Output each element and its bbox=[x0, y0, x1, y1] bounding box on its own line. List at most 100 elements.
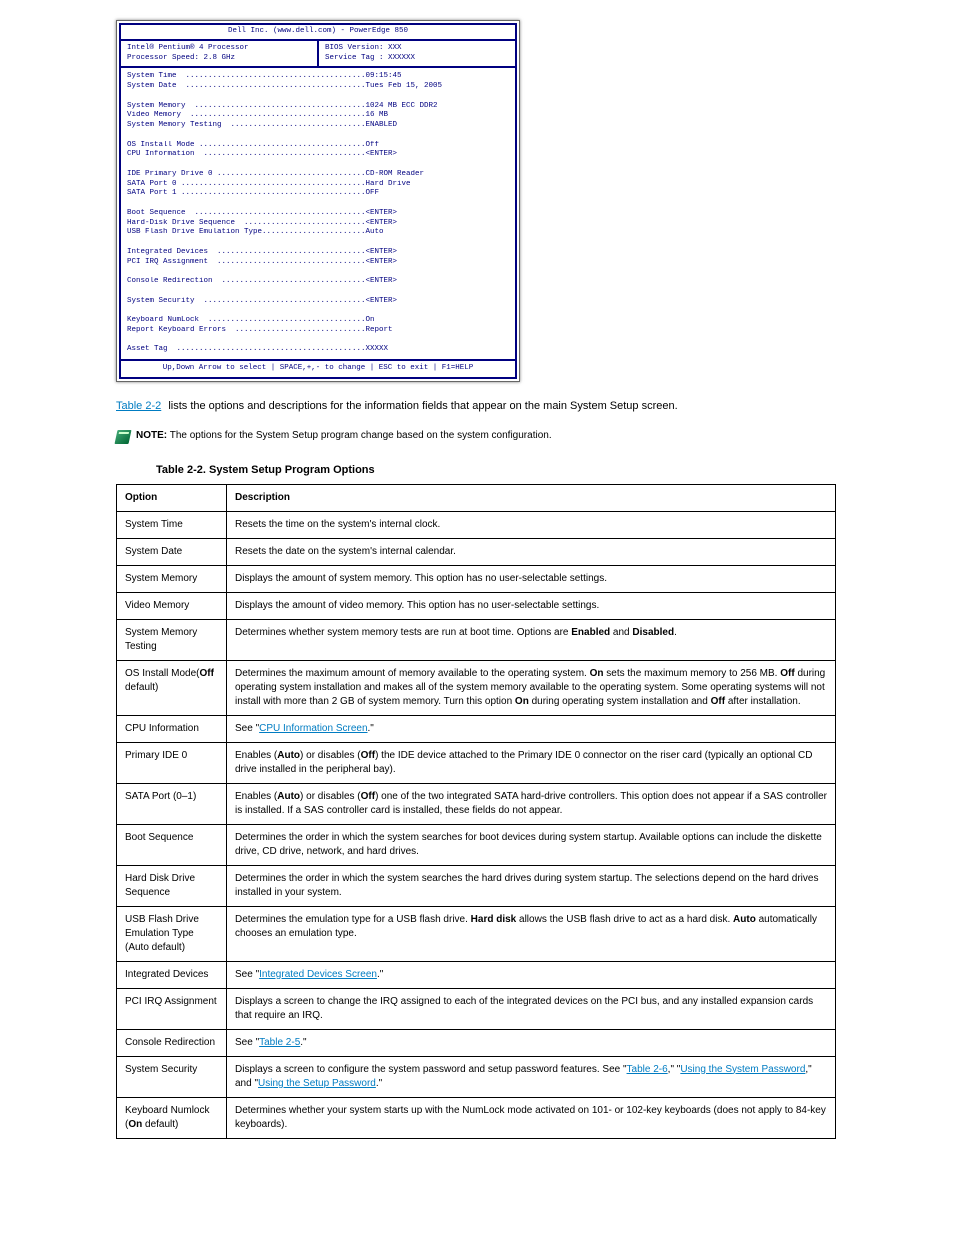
bold2: Auto bbox=[733, 914, 756, 925]
option-cell: SATA Port (0–1) bbox=[117, 783, 227, 824]
table-row: OS Install Mode(Off default)Determines t… bbox=[117, 660, 836, 715]
table-row: System MemoryDisplays the amount of syst… bbox=[117, 565, 836, 592]
th-description: Description bbox=[227, 484, 836, 511]
option-cell: CPU Information bbox=[117, 715, 227, 742]
bold1: Auto bbox=[277, 750, 300, 761]
table-row: System Memory TestingDetermines whether … bbox=[117, 619, 836, 660]
description-cell: Determines the order in which the system… bbox=[227, 865, 836, 906]
note-label: NOTE: bbox=[136, 430, 167, 441]
table-row: System SecurityDisplays a screen to conf… bbox=[117, 1056, 836, 1097]
bios-version-line: BIOS Version: XXX bbox=[325, 44, 509, 54]
bios-line: USB Flash Drive Emulation Type..........… bbox=[127, 228, 509, 238]
bios-processor-info: Intel® Pentium® 4 Processor Processor Sp… bbox=[121, 41, 319, 67]
table-row: SATA Port (0–1)Enables (Auto) or disable… bbox=[117, 783, 836, 824]
description-cell: Determines the order in which the system… bbox=[227, 824, 836, 865]
bios-line: System Security ........................… bbox=[127, 297, 509, 307]
bold2: Disabled bbox=[632, 627, 674, 638]
option-cell: System Security bbox=[117, 1056, 227, 1097]
opt-bold: Off bbox=[200, 668, 214, 679]
bios-line: CPU Information ........................… bbox=[127, 150, 509, 160]
bios-line bbox=[127, 306, 509, 316]
opt-pre: Primary IDE 0 bbox=[125, 750, 187, 761]
table-row: Primary IDE 0 Enables (Auto) or disables … bbox=[117, 742, 836, 783]
inline-link[interactable]: Using the Setup Password bbox=[258, 1078, 376, 1089]
table-row: USB Flash Drive Emulation Type (Auto def… bbox=[117, 906, 836, 961]
table-row: Integrated DevicesSee "Integrated Device… bbox=[117, 961, 836, 988]
th-option: Option bbox=[117, 484, 227, 511]
option-cell: Integrated Devices bbox=[117, 961, 227, 988]
table-link-suffix: lists the options and descriptions for t… bbox=[165, 400, 677, 412]
bios-svctag-line: Service Tag : XXXXXX bbox=[325, 54, 509, 64]
note-text: NOTE: The options for the System Setup p… bbox=[136, 430, 552, 441]
option-cell: OS Install Mode(Off default) bbox=[117, 660, 227, 715]
bios-line: Asset Tag ..............................… bbox=[127, 345, 509, 355]
opt-suf2: default) bbox=[125, 682, 158, 693]
bios-line bbox=[127, 287, 509, 297]
option-cell: Keyboard Numlock (On default) bbox=[117, 1097, 227, 1138]
description-cell: Displays a screen to change the IRQ assi… bbox=[227, 988, 836, 1029]
table-2-2-link[interactable]: Table 2-2 bbox=[116, 400, 161, 412]
bold2: Off bbox=[361, 750, 375, 761]
option-cell: Console Redirection bbox=[117, 1029, 227, 1056]
bold1: Auto bbox=[277, 791, 300, 802]
bios-line: Hard-Disk Drive Sequence ...............… bbox=[127, 219, 509, 229]
option-cell: System Memory bbox=[117, 565, 227, 592]
bios-line: Video Memory ...........................… bbox=[127, 111, 509, 121]
description-cell: See "Integrated Devices Screen." bbox=[227, 961, 836, 988]
bios-line bbox=[127, 92, 509, 102]
option-cell: Video Memory bbox=[117, 592, 227, 619]
options-table: Option Description System TimeResets the… bbox=[116, 484, 836, 1139]
bios-line: OS Install Mode ........................… bbox=[127, 141, 509, 151]
bios-version-info: BIOS Version: XXX Service Tag : XXXXXX bbox=[319, 41, 515, 67]
description-cell: Enables (Auto) or disables (Off) one of … bbox=[227, 783, 836, 824]
inline-link[interactable]: Table 2-5 bbox=[259, 1037, 300, 1048]
table-row: PCI IRQ AssignmentDisplays a screen to c… bbox=[117, 988, 836, 1029]
bios-line bbox=[127, 160, 509, 170]
bold4: Off bbox=[711, 696, 725, 707]
bios-line bbox=[127, 131, 509, 141]
bios-line bbox=[127, 199, 509, 209]
bold1: Enabled bbox=[571, 627, 610, 638]
option-cell: System Time bbox=[117, 511, 227, 538]
table-row: CPU InformationSee "CPU Information Scre… bbox=[117, 715, 836, 742]
inline-link[interactable]: Table 2-6 bbox=[627, 1064, 668, 1075]
bios-line: SATA Port 1 ............................… bbox=[127, 189, 509, 199]
bios-line: System Date ............................… bbox=[127, 82, 509, 92]
bios-line: Integrated Devices .....................… bbox=[127, 248, 509, 258]
option-cell: Primary IDE 0 bbox=[117, 742, 227, 783]
bios-line: System Memory Testing ..................… bbox=[127, 121, 509, 131]
bios-line bbox=[127, 238, 509, 248]
description-cell: Displays a screen to configure the syste… bbox=[227, 1056, 836, 1097]
note-body: The options for the System Setup program… bbox=[167, 430, 551, 441]
opt-bold: On bbox=[128, 1119, 142, 1130]
bios-line bbox=[127, 336, 509, 346]
description-cell: Determines whether system memory tests a… bbox=[227, 619, 836, 660]
note-icon bbox=[115, 430, 132, 444]
bios-screenshot: Dell Inc. (www.dell.com) - PowerEdge 850… bbox=[116, 20, 520, 382]
inline-link[interactable]: Using the System Password bbox=[680, 1064, 805, 1075]
bold2: Off bbox=[361, 791, 375, 802]
description-cell: Enables (Auto) or disables (Off) the IDE… bbox=[227, 742, 836, 783]
inline-link[interactable]: Integrated Devices Screen bbox=[259, 969, 377, 980]
description-cell: Determines the maximum amount of memory … bbox=[227, 660, 836, 715]
bios-line: IDE Primary Drive 0 ....................… bbox=[127, 170, 509, 180]
bios-line: SATA Port 0 ............................… bbox=[127, 180, 509, 190]
table-row: System TimeResets the time on the system… bbox=[117, 511, 836, 538]
option-cell: Hard Disk Drive Sequence bbox=[117, 865, 227, 906]
bold1: Hard disk bbox=[471, 914, 517, 925]
table-caption: Table 2-2. System Setup Program Options bbox=[156, 464, 894, 476]
option-cell: System Date bbox=[117, 538, 227, 565]
inline-link[interactable]: CPU Information Screen bbox=[259, 723, 367, 734]
bold1: On bbox=[590, 668, 604, 679]
table-caption-text: Table 2-2. System Setup Program Options bbox=[156, 464, 375, 476]
bios-line bbox=[127, 267, 509, 277]
bios-body: System Time ............................… bbox=[121, 68, 515, 361]
bios-line: Boot Sequence ..........................… bbox=[127, 209, 509, 219]
option-cell: Boot Sequence bbox=[117, 824, 227, 865]
option-cell: System Memory Testing bbox=[117, 619, 227, 660]
table-row: Console RedirectionSee "Table 2-5." bbox=[117, 1029, 836, 1056]
description-cell: Determines whether your system starts up… bbox=[227, 1097, 836, 1138]
opt-pre: OS Install Mode bbox=[125, 668, 196, 679]
bold2: Off bbox=[780, 668, 794, 679]
description-cell: Resets the time on the system's internal… bbox=[227, 511, 836, 538]
